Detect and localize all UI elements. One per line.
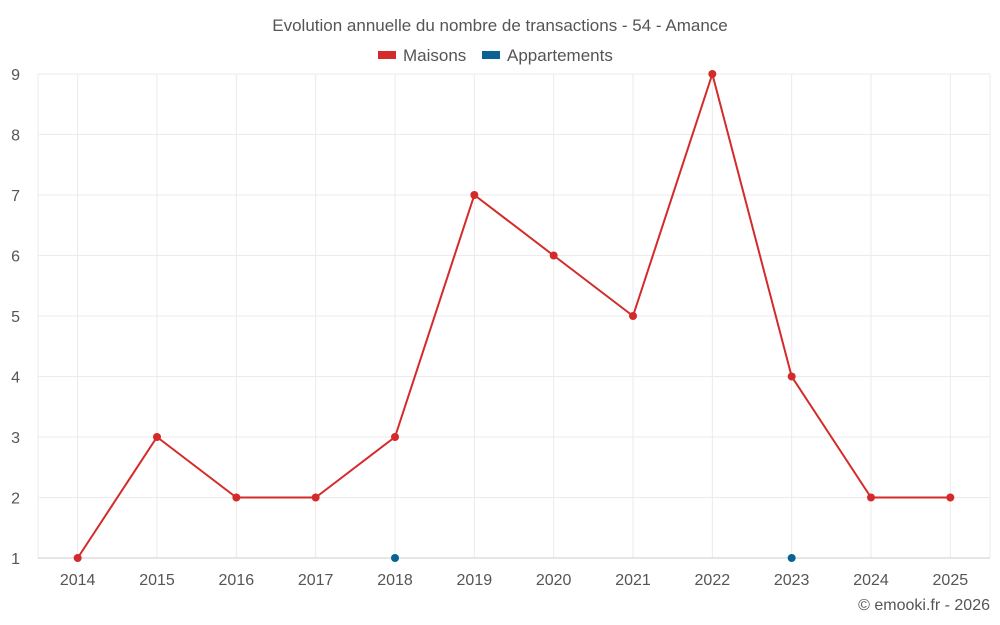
data-point-maisons-2014 [73, 554, 82, 562]
y-tick-label-5: 5 [11, 309, 20, 326]
y-tick-label-4: 4 [11, 370, 20, 387]
y-tick-label-6: 6 [11, 249, 20, 266]
legend-label-appartements: Appartements [507, 46, 613, 65]
data-point-maisons-2020 [549, 251, 558, 260]
y-tick-label-2: 2 [11, 491, 20, 508]
grid [37, 73, 991, 558]
x-tick-label-2019: 2019 [457, 572, 493, 589]
legend-label-maisons: Maisons [403, 46, 466, 65]
y-tick-label-3: 3 [11, 430, 20, 447]
y-tick-label-7: 7 [11, 188, 20, 205]
x-tick-label-2025: 2025 [933, 572, 969, 589]
x-tick-label-2015: 2015 [139, 572, 175, 589]
series-line-maisons [76, 73, 951, 559]
data-point-maisons-2016 [232, 493, 241, 502]
axes: 1 2 3 4 5 6 7 8 9 2014 2015 2016 2017 2018 2019 2020 202… [11, 67, 990, 589]
x-tick-label-2016: 2016 [219, 572, 255, 589]
data-point-appartements-2018 [391, 554, 399, 562]
x-tick-label-2018: 2018 [377, 572, 413, 589]
x-tick-label-2014: 2014 [60, 572, 96, 589]
x-tick-label-2021: 2021 [615, 572, 651, 589]
data-point-maisons-2024 [867, 493, 875, 502]
x-tick-label-2023: 2023 [774, 572, 810, 589]
y-tick-label-1: 1 [11, 551, 20, 568]
y-tick-label-8: 8 [11, 128, 20, 145]
legend-swatch-appartements [482, 51, 500, 59]
data-point-maisons-2025 [946, 493, 955, 502]
x-tick-label-2020: 2020 [536, 572, 572, 589]
chart-title: Evolution annuelle du nombre de transact… [272, 16, 728, 35]
x-tick-label-2022: 2022 [695, 572, 731, 589]
data-point-maisons-2017 [311, 493, 320, 502]
x-tick-label-2024: 2024 [853, 572, 889, 589]
x-tick-label-2017: 2017 [298, 572, 334, 589]
data-point-maisons-2023 [787, 372, 796, 381]
legend-item-appartements[interactable]: Appartements [482, 46, 613, 65]
series-layer [73, 70, 955, 562]
legend: Maisons Appartements [378, 46, 613, 65]
data-point-maisons-2015 [153, 433, 161, 441]
legend-swatch-maisons [378, 51, 396, 59]
data-point-appartements-2023 [787, 554, 796, 562]
data-point-maisons-2022 [708, 70, 717, 78]
y-tick-label-9: 9 [11, 67, 20, 84]
data-point-maisons-2021 [629, 312, 637, 320]
data-point-maisons-2019 [470, 191, 479, 199]
legend-item-maisons[interactable]: Maisons [378, 46, 466, 65]
credit-text: © emooki.fr - 2026 [858, 597, 990, 614]
data-point-maisons-2018 [391, 433, 399, 441]
